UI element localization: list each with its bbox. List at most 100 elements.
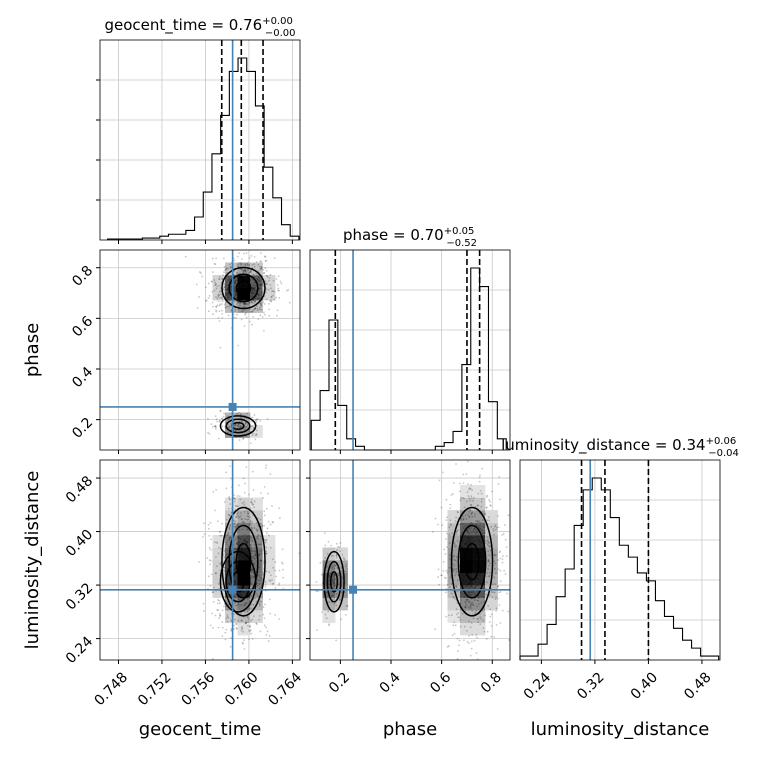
sample-point xyxy=(218,278,220,280)
sample-point xyxy=(478,603,480,605)
sample-point xyxy=(209,521,212,524)
sample-point xyxy=(253,557,256,560)
sample-point xyxy=(484,524,487,527)
sample-point xyxy=(487,558,490,561)
density-cell xyxy=(322,547,336,561)
sample-point xyxy=(208,433,211,435)
sample-point xyxy=(475,584,478,587)
sample-point xyxy=(212,627,214,629)
sample-point xyxy=(233,584,236,586)
sample-point xyxy=(218,530,221,533)
sample-point xyxy=(268,308,271,311)
sample-point xyxy=(236,586,238,589)
sample-point xyxy=(241,292,244,295)
sample-point xyxy=(242,642,244,645)
sample-point xyxy=(235,423,237,426)
sample-point xyxy=(257,318,260,321)
y-tick-label: 0.2 xyxy=(69,415,96,442)
sample-point xyxy=(218,599,221,602)
sample-point xyxy=(458,639,461,642)
sample-point xyxy=(256,298,259,301)
sample-point xyxy=(271,290,273,293)
sample-point xyxy=(479,582,482,585)
sample-point xyxy=(242,298,245,301)
sample-point xyxy=(250,569,253,571)
sample-point xyxy=(253,281,256,284)
sample-point xyxy=(243,573,246,575)
sample-point xyxy=(464,547,467,550)
sample-point xyxy=(240,549,243,552)
sample-point xyxy=(205,299,208,302)
sample-point xyxy=(248,630,251,633)
sample-point xyxy=(226,608,229,611)
sample-point xyxy=(240,290,243,293)
sample-point xyxy=(288,301,291,304)
sample-point xyxy=(234,290,237,293)
sample-point xyxy=(223,501,226,503)
sample-point xyxy=(210,559,212,562)
sample-point xyxy=(487,559,490,562)
sample-point xyxy=(477,536,479,539)
sample-point xyxy=(472,617,475,620)
sample-point xyxy=(468,497,471,500)
sample-point xyxy=(226,288,228,291)
sample-point xyxy=(258,587,261,590)
sample-point xyxy=(258,602,261,605)
sample-point xyxy=(450,583,453,585)
histogram-bin xyxy=(290,236,299,240)
sample-point xyxy=(488,621,491,623)
sample-point xyxy=(501,534,504,536)
sample-point xyxy=(467,495,470,497)
sample-point xyxy=(258,582,261,585)
sample-point xyxy=(234,281,237,284)
histogram-bin xyxy=(565,569,574,660)
sample-point xyxy=(478,581,481,584)
y-tick-label: 0.8 xyxy=(69,263,96,290)
sample-point xyxy=(266,418,269,420)
sample-point xyxy=(221,522,223,525)
sample-point xyxy=(219,615,222,617)
sample-point xyxy=(217,293,220,296)
sample-point xyxy=(219,289,222,292)
histogram-bin xyxy=(619,545,628,660)
title-minus: −0.52 xyxy=(446,238,477,249)
sample-point xyxy=(243,554,245,557)
sample-point xyxy=(461,519,464,521)
sample-point xyxy=(444,591,447,594)
sample-point xyxy=(244,482,247,485)
sample-point xyxy=(246,284,248,287)
sample-point xyxy=(236,525,239,527)
sample-point xyxy=(236,272,238,275)
x-axis-label-luminosity_distance: luminosity_distance xyxy=(531,719,710,740)
sample-point xyxy=(251,638,254,640)
sample-point xyxy=(259,559,262,562)
sample-point xyxy=(466,640,469,643)
sample-point xyxy=(251,291,254,294)
sample-point xyxy=(244,428,246,431)
sample-point xyxy=(465,518,468,520)
sample-point xyxy=(473,592,476,595)
sample-point xyxy=(268,314,271,317)
sample-point xyxy=(446,645,449,648)
sample-point xyxy=(235,293,238,295)
sample-point xyxy=(240,426,242,428)
sample-point xyxy=(202,602,205,605)
sample-point xyxy=(251,540,254,543)
sample-point xyxy=(457,616,460,619)
sample-point xyxy=(251,502,253,505)
sample-point xyxy=(257,297,259,299)
histogram-bin xyxy=(212,154,221,240)
sample-point xyxy=(448,614,450,617)
sample-point xyxy=(238,529,241,531)
sample-point xyxy=(325,617,328,620)
density-cell xyxy=(250,497,263,511)
sample-point xyxy=(204,286,207,289)
sample-point xyxy=(239,515,242,518)
sample-point xyxy=(246,581,248,583)
sample-point xyxy=(221,417,223,420)
sample-point xyxy=(233,500,236,503)
histogram-bin xyxy=(195,217,204,240)
sample-point xyxy=(479,535,482,538)
sample-point xyxy=(470,504,473,506)
sample-point xyxy=(223,566,226,569)
